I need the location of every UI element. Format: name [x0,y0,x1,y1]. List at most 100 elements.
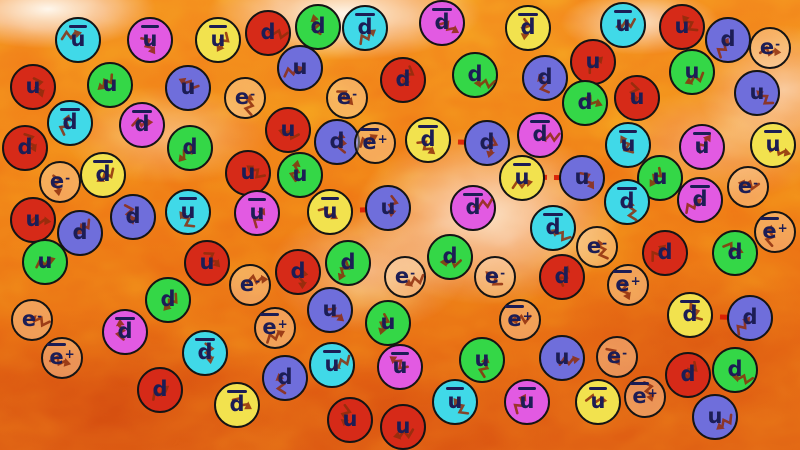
particle-label-positron: e+ [47,342,75,369]
particle-down-quark: d [2,125,48,171]
particle-up-quark: u [570,39,616,85]
particle-label-down-quark: d [577,89,593,114]
particle-label-down-quark: d [727,356,743,381]
particle-label-electron: e- [586,233,608,258]
particle-up-quark: u [265,107,311,153]
particle-positron: e+ [607,264,649,306]
particle-anti-down-quark: d [604,179,650,225]
particle-down-quark: d [539,254,585,300]
particle-positron: e+ [354,122,396,164]
particle-down-quark: d [427,234,473,280]
particle-positron: e+ [754,211,796,253]
particle-label-anti-up-quark: u [320,196,340,223]
particle-electron: e- [39,161,81,203]
particle-label-electron: e- [21,306,43,331]
particle-label-anti-up-quark: u [140,24,160,51]
particle-label-anti-up-quark: u [445,386,465,413]
particle-electron: e- [596,336,638,378]
particle-electron: e- [749,27,791,69]
particle-anti-up-quark: u [309,342,355,388]
particle-label-positron: e+ [630,381,658,408]
particle-label-anti-up-quark: u [68,24,88,51]
particle-electron: e- [224,77,266,119]
particle-label-anti-down-quark: d [463,192,483,219]
particle-anti-up-quark: u [432,379,478,425]
particle-up-quark: u [365,185,411,231]
particle-electron: e- [326,77,368,119]
particle-label-up-quark: u [292,161,308,186]
particle-up-quark: u [734,70,780,116]
particle-label-down-quark: d [277,364,293,389]
particle-label-positron: e+ [613,269,641,296]
particle-electron: e- [229,264,271,306]
particle-label-anti-down-quark: d [680,299,700,326]
particle-label-up-quark: u [554,344,570,369]
particle-anti-down-quark: d [530,205,576,251]
particle-label-anti-down-quark: d [115,316,135,343]
particle-label-up-quark: u [380,194,396,219]
particle-label-anti-up-quark: u [763,129,783,156]
particle-anti-down-quark: d [102,309,148,355]
particle-positron: e+ [624,376,666,418]
particle-anti-down-quark: d [342,5,388,51]
particle-label-electron: e- [394,263,416,288]
particle-label-up-quark: u [380,309,396,334]
particle-label-down-quark: d [182,134,198,159]
particle-label-anti-down-quark: d [530,119,550,146]
particle-label-up-quark: u [25,206,41,231]
particle-label-down-quark: d [160,286,176,311]
particle-label-down-quark: d [467,61,483,86]
particle-down-quark: d [262,355,308,401]
particle-label-up-quark: u [707,403,723,428]
particle-label-down-quark: d [727,239,743,264]
particle-label-anti-up-quark: u [390,351,410,378]
particle-up-quark: u [559,155,605,201]
particle-anti-up-quark: u [127,17,173,63]
particle-label-up-quark: u [322,296,338,321]
particle-label-up-quark: u [652,164,668,189]
particle-anti-down-quark: d [667,292,713,338]
particle-label-down-quark: d [479,129,495,154]
particle-label-electron: e- [234,84,256,109]
particle-label-down-quark: d [340,249,356,274]
particle-up-quark: u [87,62,133,108]
particle-label-down-quark: d [17,134,33,159]
particle-up-quark: u [277,152,323,198]
particle-label-anti-down-quark: d [617,186,637,213]
particle-anti-down-quark: d [80,152,126,198]
particle-label-anti-up-quark: u [512,162,532,189]
particle-label-up-quark: u [342,406,358,431]
particle-down-quark: d [145,277,191,323]
particle-up-quark: u [614,75,660,121]
particle-anti-up-quark: u [600,2,646,48]
particle-anti-down-quark: d [505,5,551,51]
particle-label-down-quark: d [720,26,736,51]
particle-down-quark: d [380,57,426,103]
particle-label-up-quark: u [292,54,308,79]
particle-label-electron: e- [336,84,358,109]
particle-anti-up-quark: u [679,124,725,170]
particle-label-anti-up-quark: u [208,24,228,51]
particle-down-quark: d [325,240,371,286]
particle-down-quark: d [665,352,711,398]
particle-label-anti-down-quark: d [432,7,452,34]
particle-label-up-quark: u [240,159,256,184]
particle-down-quark: d [110,194,156,240]
particle-label-anti-down-quark: d [543,212,563,239]
particle-label-up-quark: u [102,71,118,96]
particle-down-quark: d [522,55,568,101]
particle-up-quark: u [692,394,738,440]
particle-label-anti-down-quark: d [93,159,113,186]
particle-anti-down-quark: d [405,117,451,163]
particle-label-electron: e- [606,343,628,368]
particle-label-down-quark: d [152,376,168,401]
particle-label-up-quark: u [395,413,411,438]
particle-anti-up-quark: u [234,190,280,236]
particle-up-quark: u [669,49,715,95]
particle-up-quark: u [225,150,271,196]
particle-label-anti-up-quark: u [247,197,267,224]
particle-electron: e- [474,256,516,298]
particle-label-up-quark: u [280,116,296,141]
particle-down-quark: d [452,52,498,98]
particle-up-quark: u [10,64,56,110]
